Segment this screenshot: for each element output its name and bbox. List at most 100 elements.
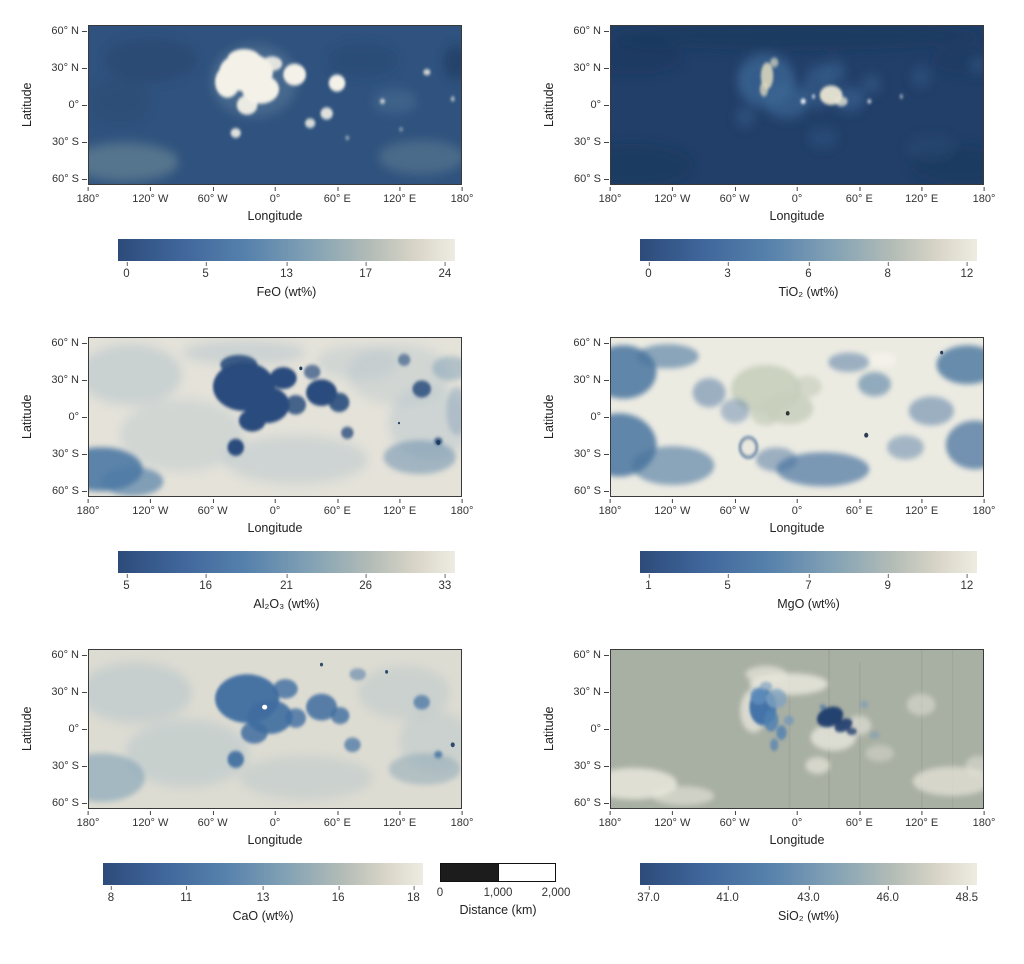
lat-tick-label: 60° S	[51, 172, 88, 185]
colorbar-tick-label: 6	[805, 262, 812, 280]
longitude-tick-labels: 180° 120° W 60° W 0° 60° E 120° E 180°	[77, 811, 473, 829]
lon-tick-label: 180°	[598, 187, 622, 205]
scalebar-ticks: 0 1,000 2,000	[437, 885, 571, 900]
latitude-tick-labels: 60° N 30° N 0° 30° S 60° S	[36, 649, 88, 809]
lon-tick-label: 60° E	[845, 499, 873, 517]
lat-tick-label: 30° S	[573, 135, 610, 148]
lat-tick-label: 30° N	[51, 62, 87, 75]
lat-tick-label: 0°	[590, 99, 609, 111]
x-axis-title: Longitude	[769, 833, 825, 847]
colorbar-tick-label: 41.0	[716, 886, 739, 904]
colorbar-ticks-cao: 8 11 13 16 18	[103, 886, 423, 904]
latitude-tick-labels: 60° N 30° N 0° 30° S 60° S	[558, 25, 610, 185]
x-axis-title: Longitude	[769, 521, 825, 535]
lat-tick-label: 30° N	[573, 686, 609, 699]
lon-tick-label: 60° E	[323, 499, 351, 517]
colorbar-tick-label: 3	[724, 262, 731, 280]
lon-tick-label: 120° W	[654, 187, 691, 205]
colorbar-ticks-sio2: 37.0 41.0 43.0 46.0 48.5	[637, 886, 979, 904]
colorbar-tio2	[640, 239, 977, 261]
colorbar-tick-label: 33	[438, 574, 452, 592]
colorbar-tick-label: 11	[180, 886, 193, 904]
colorbar-tick-label: 43.0	[797, 886, 820, 904]
lon-tick-label: 120° W	[654, 811, 691, 829]
lon-tick-label: 60° E	[323, 187, 351, 205]
y-axis-title: Latitude	[20, 82, 34, 128]
colorbar-tick-label: 1	[645, 574, 652, 592]
x-axis-title: Longitude	[247, 833, 303, 847]
lon-tick-label: 0°	[791, 187, 803, 205]
lon-tick-label: 120° W	[132, 499, 169, 517]
colorbar-ticks-feo: 0 5 13 17 24	[118, 262, 455, 280]
lon-tick-label: 0°	[791, 499, 803, 517]
colorbar-label-al2o3: Al₂O₃ (wt%)	[253, 597, 320, 611]
colorbar-tick-label: 5	[202, 262, 209, 280]
latitude-tick-labels: 60° N 30° N 0° 30° S 60° S	[558, 649, 610, 809]
y-axis-title: Latitude	[542, 82, 556, 128]
map-frame-tio2	[610, 25, 984, 185]
lon-tick-label: 180°	[450, 499, 474, 517]
lon-tick-label: 180°	[972, 499, 996, 517]
latitude-tick-labels: 60° N 30° N 0° 30° S 60° S	[558, 337, 610, 497]
colorbar-cao	[103, 863, 423, 885]
lon-tick-label: 60° E	[845, 811, 873, 829]
lon-tick-label: 0°	[269, 187, 281, 205]
lat-tick-label: 60° S	[573, 484, 610, 497]
lon-tick-label: 180°	[76, 811, 100, 829]
lat-tick-label: 30° N	[51, 686, 87, 699]
lat-tick-label: 30° S	[51, 135, 88, 148]
lon-tick-label: 60° E	[323, 811, 351, 829]
x-axis-title: Longitude	[247, 521, 303, 535]
colorbar-tick-label: 48.5	[955, 886, 979, 904]
colorbar-label-feo: FeO (wt%)	[256, 285, 317, 299]
lat-tick-label: 60° N	[573, 25, 609, 38]
latitude-tick-labels: 60° N 30° N 0° 30° S 60° S	[36, 337, 88, 497]
panel-sio2: Latitude 60° N 30° N 0° 30° S 60° S	[512, 632, 1024, 944]
scalebar-label: Distance (km)	[459, 903, 537, 917]
lon-tick-label: 60° W	[197, 811, 228, 829]
lat-tick-label: 30° S	[573, 759, 610, 772]
lat-tick-label: 0°	[590, 723, 609, 735]
lat-tick-label: 60° S	[51, 796, 88, 809]
colorbar-ticks-mgo: 1 5 7 9 12	[640, 574, 977, 592]
lon-tick-label: 0°	[269, 811, 281, 829]
colorbar-tick-label: 16	[331, 886, 345, 904]
lon-tick-label: 120° E	[905, 811, 939, 829]
map-frame-cao	[88, 649, 462, 809]
colorbar-feo	[118, 239, 455, 261]
lon-tick-label: 60° E	[845, 187, 873, 205]
colorbar-tick-label: 0	[645, 262, 652, 280]
lat-tick-label: 60° S	[573, 796, 610, 809]
colorbar-label-sio2: SiO₂ (wt%)	[777, 909, 840, 923]
colorbar-tick-label: 0	[123, 262, 130, 280]
lat-tick-label: 30° N	[573, 374, 609, 387]
map-frame-al2o3	[88, 337, 462, 497]
lon-tick-label: 120° W	[654, 499, 691, 517]
lon-tick-label: 120° E	[383, 811, 417, 829]
lat-tick-label: 60° N	[573, 649, 609, 662]
colorbar-label-tio2: TiO₂ (wt%)	[778, 285, 839, 299]
colorbar-tick-label: 26	[359, 574, 373, 592]
lat-tick-label: 0°	[68, 99, 87, 111]
scalebar-tick-label: 1,000	[483, 887, 513, 899]
map-al2o3	[89, 338, 461, 496]
lon-tick-label: 180°	[76, 499, 100, 517]
lon-tick-label: 60° W	[197, 187, 228, 205]
y-axis-title: Latitude	[20, 706, 34, 752]
colorbar-ticks-tio2: 0 3 6 8 12	[640, 262, 977, 280]
lat-tick-label: 30° S	[573, 447, 610, 460]
map-frame-sio2	[610, 649, 984, 809]
colorbar-tick-label: 16	[199, 574, 213, 592]
map-feo	[89, 26, 461, 184]
colorbar-ticks-al2o3: 5 16 21 26 33	[118, 574, 455, 592]
scalebar-tick-label: 2,000	[541, 887, 571, 899]
colorbar-tick-label: 8	[107, 886, 115, 904]
panel-feo: Latitude 60° N 30° N 0° 30° S 60° S	[0, 8, 512, 320]
lon-tick-label: 120° E	[383, 187, 417, 205]
map-mgo	[611, 338, 983, 496]
map-cao	[89, 650, 461, 808]
longitude-tick-labels: 180° 120° W 60° W 0° 60° E 120° E 180°	[599, 811, 995, 829]
lon-tick-label: 0°	[269, 499, 281, 517]
colorbar-tick-label: 8	[884, 262, 891, 280]
lon-tick-label: 60° W	[719, 811, 750, 829]
